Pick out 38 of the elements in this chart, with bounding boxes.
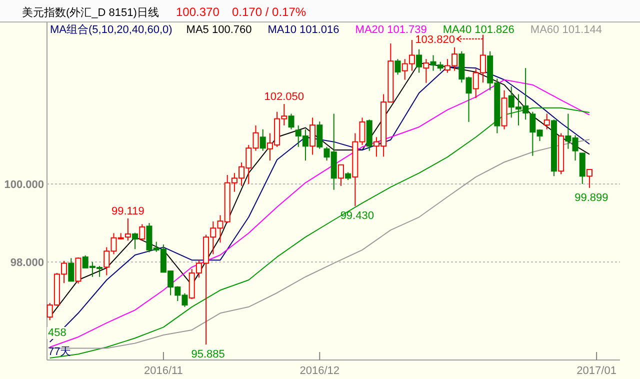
annotation: 103.820 — [415, 34, 455, 46]
text: 100.370 — [176, 5, 220, 19]
candlestick — [579, 152, 586, 184]
y-tick-label: 98.000 — [10, 257, 44, 270]
candlestick — [132, 232, 138, 250]
candlestick — [544, 113, 550, 130]
candlestick — [260, 128, 266, 152]
x-tick-label: 2016/12 — [300, 365, 340, 377]
text: MA5 100.760 — [186, 24, 252, 36]
text: MA10 101.016 — [268, 24, 340, 36]
annotation: 102.050 — [264, 90, 304, 103]
text: MA20 101.739 — [355, 24, 427, 36]
annotation: 99.119 — [112, 205, 144, 218]
candlestick — [586, 169, 592, 188]
candlestick — [416, 48, 422, 74]
candlestick — [75, 256, 82, 284]
legend-title: MA组合(5,10,20,40,60,0) — [50, 23, 172, 36]
annotation: 95.885 — [191, 348, 225, 361]
y-tick-label: 100.000 — [4, 178, 44, 191]
annotation: 77天 — [48, 346, 72, 358]
candlestick — [394, 58, 401, 76]
text: MA60 101.144 — [530, 24, 602, 36]
candlestick — [423, 58, 430, 84]
annotation: 458 — [48, 327, 66, 339]
annotation: 99.899 — [574, 192, 608, 204]
candlestick — [338, 164, 344, 186]
text: MA40 101.826 — [442, 24, 514, 36]
chart-title: 美元指数(外汇_D 8151)日线 — [22, 6, 159, 19]
annotation: 99.430 — [340, 210, 374, 222]
candlestick — [316, 121, 323, 150]
candlestick — [124, 218, 131, 242]
x-tick-label: 2017/01 — [576, 365, 616, 377]
candlestick — [310, 117, 316, 156]
text: 0.170 / 0.17% — [232, 5, 306, 19]
x-tick-label: 2016/11 — [144, 365, 183, 377]
candlestick — [288, 113, 294, 130]
candlestick — [68, 258, 74, 282]
candlestick — [139, 224, 146, 242]
